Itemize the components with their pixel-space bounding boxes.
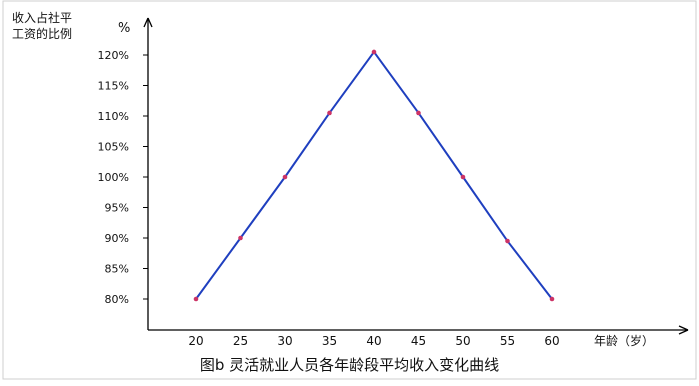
x-tick-label: 25 [233, 334, 248, 348]
y-axis-arrow-left [143, 17, 149, 28]
y-axis-arrow-right [147, 17, 153, 28]
y-tick-label: 85% [105, 263, 129, 276]
x-tick-group: 20 25 30 35 40 45 50 55 60 [188, 334, 559, 348]
data-point-marker [193, 296, 199, 302]
y-tick-label: 115% [98, 80, 129, 93]
x-tick-label: 50 [455, 334, 470, 348]
x-tick-label: 55 [500, 334, 515, 348]
y-tick-label: 80% [105, 293, 129, 306]
data-point-marker [549, 296, 555, 302]
y-axis-title-line1: 收入占社平 [12, 10, 72, 25]
data-point-marker [371, 49, 377, 55]
x-axis-title: 年龄（岁） [594, 333, 654, 348]
x-tick-label: 35 [322, 334, 337, 348]
x-axis-arrow-down [678, 329, 689, 335]
y-tick-label: 120% [98, 49, 129, 62]
y-tick-label: 90% [105, 232, 129, 245]
x-axis-arrow-up [678, 325, 689, 331]
x-tick-label: 30 [277, 334, 292, 348]
x-tick-label: 45 [411, 334, 426, 348]
y-tick-group: 80% 85% 90% 95% 100% 105% 110% 115% 120% [98, 49, 148, 306]
data-point-marker [327, 110, 332, 116]
x-tick-label: 20 [188, 334, 203, 348]
data-point-marker [460, 174, 466, 180]
chart-caption: 图b 灵活就业人员各年龄段平均收入变化曲线 [199, 356, 500, 374]
x-tick-label: 60 [544, 334, 559, 348]
x-tick-label: 40 [366, 334, 381, 348]
y-tick-label: 110% [98, 110, 129, 123]
y-tick-label: 100% [98, 171, 129, 184]
y-tick-label: 105% [98, 141, 129, 154]
data-point-marker [416, 110, 421, 116]
series-line [195, 50, 553, 300]
data-point-marker [238, 235, 243, 241]
y-tick-label: 95% [105, 202, 129, 215]
y-axis-unit: % [118, 21, 130, 36]
data-point-marker [282, 174, 288, 180]
marker-group [193, 49, 555, 302]
chart-border [2, 0, 697, 380]
data-point-marker [505, 238, 510, 244]
y-axis-title-line2: 工资的比例 [12, 26, 72, 41]
